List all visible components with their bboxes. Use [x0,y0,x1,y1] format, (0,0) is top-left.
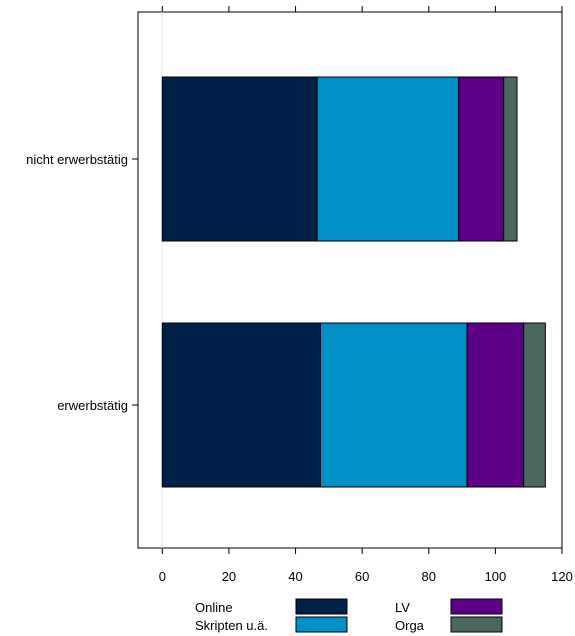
bar-erwerbst-tig-online [161,322,322,488]
legend-swatch-orga [450,616,503,633]
x-axis: 0 20 40 60 80 100 120 [159,6,573,584]
legend-label-skripten-u: Skripten u.ä. [195,618,268,633]
bar-erwerbst-tig-orga [523,322,546,488]
x-tick-label: 20 [222,569,236,584]
y-axis: nicht erwerbstätig erwerbstätig [26,152,138,413]
x-tick-label: 40 [288,569,302,584]
legend-label-online: Online [195,600,233,615]
bar-nicht-erwerbst-tig-orga [503,76,518,242]
x-tick-label: 120 [551,569,573,584]
bar-erwerbst-tig-skripten-u [320,322,468,488]
legend: Online Skripten u.ä. LV Orga [195,598,503,633]
bar-erwerbst-tig-lv [466,322,525,488]
bars-group [161,76,546,488]
bar-nicht-erwerbst-tig-skripten-u [316,76,460,242]
x-tick-label: 80 [422,569,436,584]
x-tick-label: 0 [159,569,166,584]
legend-swatch-skripten-u [295,616,348,633]
y-tick-label: erwerbstätig [57,398,128,413]
bar-nicht-erwerbst-tig-lv [458,76,505,242]
legend-swatch-online [295,598,348,615]
y-tick-label: nicht erwerbstätig [26,152,128,167]
x-tick-label: 60 [355,569,369,584]
legend-label-lv: LV [395,600,410,615]
legend-swatch-lv [450,598,503,615]
legend-label-orga: Orga [395,618,425,633]
plot-frame [137,11,563,549]
bar-nicht-erwerbst-tig-online [161,76,318,242]
x-tick-label: 100 [485,569,507,584]
